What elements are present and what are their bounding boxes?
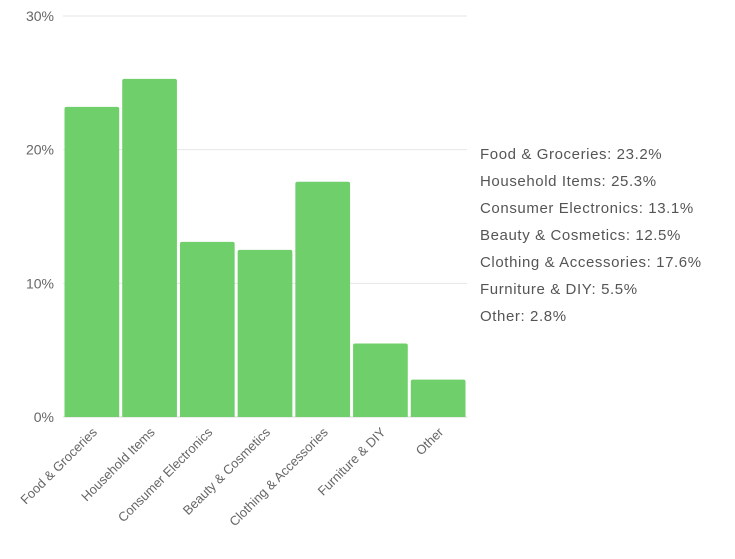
legend-item: Furniture & DIY: 5.5% <box>480 281 638 298</box>
x-tick-label: Consumer Electronics <box>115 424 216 525</box>
legend-item: Food & Groceries: 23.2% <box>480 146 663 163</box>
bar <box>410 379 466 417</box>
bar <box>295 181 351 417</box>
legend-item: Other: 2.8% <box>480 308 567 325</box>
y-tick-label: 10% <box>26 275 54 291</box>
y-tick-label: 0% <box>34 409 54 425</box>
legend: Food & Groceries: 23.2% Household Items:… <box>480 143 702 332</box>
legend-item: Beauty & Cosmetics: 12.5% <box>480 227 681 244</box>
bar <box>353 343 408 417</box>
legend-item: Consumer Electronics: 13.1% <box>480 200 694 217</box>
bar <box>237 249 293 417</box>
x-tick-label: Clothing & Accessories <box>226 424 331 529</box>
bar <box>179 241 235 417</box>
bar <box>64 106 120 417</box>
y-axis-ticks: 0% 10% 20% 30% <box>26 8 54 425</box>
legend-item: Clothing & Accessories: 17.6% <box>480 254 702 271</box>
bar <box>122 78 177 417</box>
bars <box>64 78 466 417</box>
y-tick-label: 20% <box>26 142 54 158</box>
legend-item: Household Items: 25.3% <box>480 173 657 190</box>
y-tick-label: 30% <box>26 8 54 24</box>
x-tick-label: Other <box>413 424 447 458</box>
